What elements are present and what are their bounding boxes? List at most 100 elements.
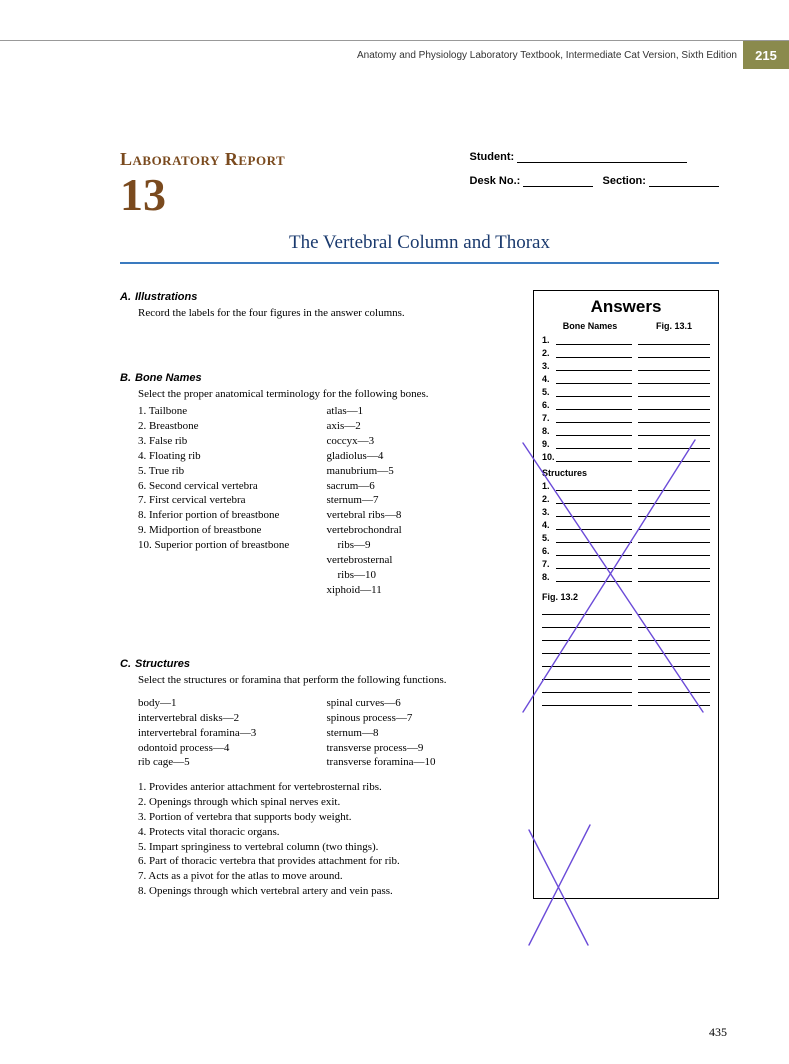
list-item: axis—2 xyxy=(327,419,516,434)
answer-blank[interactable] xyxy=(542,644,632,654)
list-item: sternum—8 xyxy=(327,726,516,741)
answer-blank[interactable] xyxy=(556,400,632,410)
answer-blank[interactable] xyxy=(638,657,710,667)
answer-blank[interactable] xyxy=(556,520,632,530)
answer-blank[interactable] xyxy=(556,572,632,582)
answer-blank[interactable] xyxy=(638,533,710,543)
footer-page-number: 435 xyxy=(709,1025,727,1040)
answer-blank[interactable] xyxy=(638,361,710,371)
list-item: atlas—1 xyxy=(327,404,516,419)
answer-blank[interactable] xyxy=(638,413,710,423)
section-c-head: C.Structures xyxy=(120,657,515,672)
answer-num: 5. xyxy=(542,533,556,543)
answer-blank[interactable] xyxy=(556,533,632,543)
answer-blank[interactable] xyxy=(556,426,632,436)
answer-row xyxy=(542,670,710,680)
answer-blank[interactable] xyxy=(638,683,710,693)
answer-row xyxy=(542,618,710,628)
answer-num: 10. xyxy=(542,452,556,462)
left-column: A.Illustrations Record the labels for th… xyxy=(120,290,515,899)
answer-blank[interactable] xyxy=(638,507,710,517)
answer-num: 4. xyxy=(542,374,556,384)
answer-blank[interactable] xyxy=(638,644,710,654)
student-blank[interactable] xyxy=(517,152,687,163)
desk-blank[interactable] xyxy=(523,176,593,187)
answer-blank[interactable] xyxy=(556,439,632,449)
answer-blank[interactable] xyxy=(542,618,632,628)
answer-blank[interactable] xyxy=(556,361,632,371)
answer-blank[interactable] xyxy=(556,335,632,345)
list-item: spinal curves—6 xyxy=(327,696,516,711)
answer-blank[interactable] xyxy=(638,387,710,397)
answer-blank[interactable] xyxy=(556,413,632,423)
answer-blank[interactable] xyxy=(542,683,632,693)
report-label: Laboratory Report xyxy=(120,149,285,170)
answer-row: 6. xyxy=(542,400,710,410)
answer-blank[interactable] xyxy=(556,452,632,462)
answer-blank[interactable] xyxy=(556,546,632,556)
list-item: transverse foramina—10 xyxy=(327,755,516,770)
answer-blank[interactable] xyxy=(556,348,632,358)
answer-blank[interactable] xyxy=(556,387,632,397)
section-c-right-list: spinal curves—6spinous process—7sternum—… xyxy=(327,696,516,770)
answer-blank[interactable] xyxy=(556,494,632,504)
answer-row xyxy=(542,631,710,641)
list-item: coccyx—3 xyxy=(327,434,516,449)
answer-blank[interactable] xyxy=(542,631,632,641)
answers-col2: Fig. 13.1 xyxy=(638,321,710,331)
answer-blank[interactable] xyxy=(638,572,710,582)
answer-blank[interactable] xyxy=(556,481,632,491)
answer-blank[interactable] xyxy=(638,696,710,706)
answer-blank[interactable] xyxy=(638,618,710,628)
answers-title: Answers xyxy=(542,297,710,317)
answer-blank[interactable] xyxy=(542,670,632,680)
answer-blank[interactable] xyxy=(638,546,710,556)
section-b-body: Select the proper anatomical terminology… xyxy=(138,387,515,598)
answer-blank[interactable] xyxy=(638,452,710,462)
fig132-rows xyxy=(542,605,710,706)
answer-blank[interactable] xyxy=(638,439,710,449)
section-b-head: B.Bone Names xyxy=(120,371,515,386)
answer-blank[interactable] xyxy=(638,631,710,641)
answer-blank[interactable] xyxy=(542,657,632,667)
answer-row: 3. xyxy=(542,361,710,371)
section-blank[interactable] xyxy=(649,176,719,187)
list-item: gladiolus—4 xyxy=(327,449,516,464)
section-b-letter: B. xyxy=(120,372,131,384)
answer-blank[interactable] xyxy=(556,374,632,384)
structures-head: Structures xyxy=(542,468,710,478)
list-item: intervertebral foramina—3 xyxy=(138,726,327,741)
answer-num: 5. xyxy=(542,387,556,397)
answer-blank[interactable] xyxy=(638,335,710,345)
answer-num: 9. xyxy=(542,439,556,449)
answer-row xyxy=(542,696,710,706)
answer-blank[interactable] xyxy=(556,559,632,569)
answer-blank[interactable] xyxy=(638,605,710,615)
answer-blank[interactable] xyxy=(638,520,710,530)
section-b-text: Select the proper anatomical terminology… xyxy=(138,387,515,402)
answer-blank[interactable] xyxy=(638,670,710,680)
section-c: C.Structures Select the structures or fo… xyxy=(120,657,515,899)
answer-num: 2. xyxy=(542,348,556,358)
answer-blank[interactable] xyxy=(542,605,632,615)
answer-blank[interactable] xyxy=(638,559,710,569)
answer-blank[interactable] xyxy=(638,481,710,491)
section-a-text: Record the labels for the four figures i… xyxy=(138,306,515,321)
section-a-letter: A. xyxy=(120,291,131,303)
answer-num: 1. xyxy=(542,481,556,491)
list-item: ribs—10 xyxy=(327,568,516,583)
student-fields: Student: Desk No.: Section: xyxy=(470,151,719,199)
answer-blank[interactable] xyxy=(638,374,710,384)
answer-num: 1. xyxy=(542,335,556,345)
answer-blank[interactable] xyxy=(638,494,710,504)
answer-blank[interactable] xyxy=(638,426,710,436)
list-item: xiphoid—11 xyxy=(327,583,516,598)
answer-blank[interactable] xyxy=(542,696,632,706)
answer-blank[interactable] xyxy=(638,400,710,410)
answer-blank[interactable] xyxy=(638,348,710,358)
student-label: Student: xyxy=(470,151,515,163)
answer-blank[interactable] xyxy=(556,507,632,517)
answer-num: 3. xyxy=(542,507,556,517)
answer-num: 7. xyxy=(542,559,556,569)
answer-row xyxy=(542,657,710,667)
